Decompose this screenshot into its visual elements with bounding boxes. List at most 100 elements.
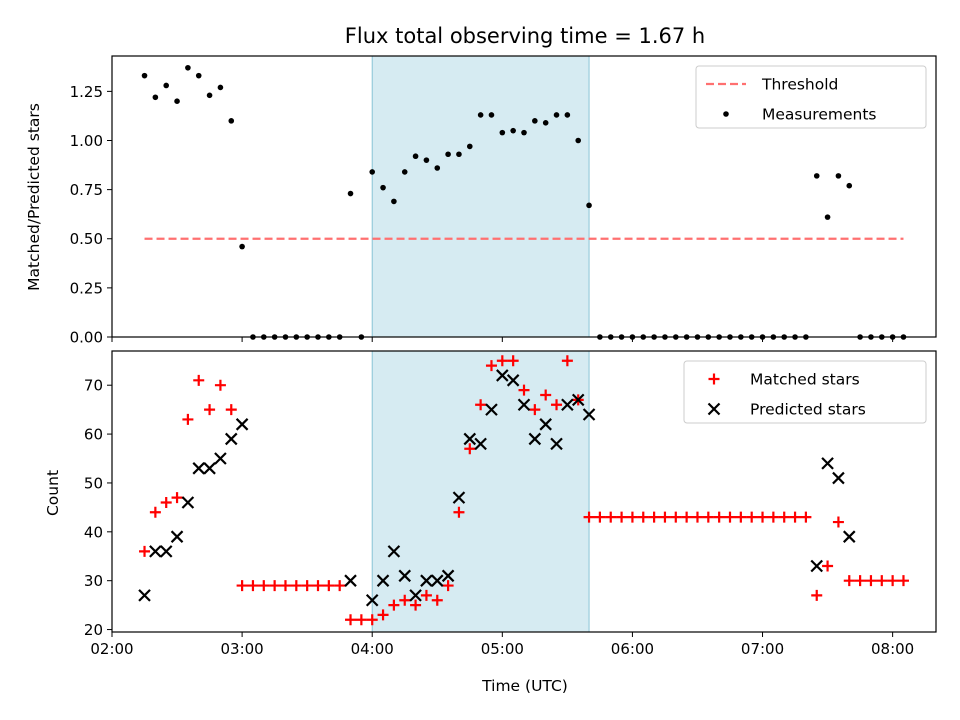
measurement-point — [141, 72, 148, 79]
matched-star-point — [897, 575, 909, 587]
x-tick-label: 02:00 — [90, 640, 133, 658]
matched-star-point — [345, 614, 357, 626]
matched-star-point — [366, 614, 378, 626]
predicted-star-point — [420, 574, 433, 587]
matched-star-point — [832, 516, 844, 528]
top-legend: Threshold Measurements — [695, 65, 927, 129]
matched-star-point — [540, 389, 552, 401]
matched-star-point — [312, 580, 324, 592]
matched-star-point — [279, 580, 291, 592]
measurement-point — [391, 198, 397, 205]
measurement-point — [423, 157, 430, 163]
predicted-star-point — [387, 545, 401, 558]
legend-label: Predicted stars — [750, 401, 866, 419]
matched-star-point — [225, 404, 237, 416]
measurement-point — [401, 169, 408, 175]
matched-star-point — [355, 614, 367, 626]
predicted-star-point — [203, 462, 216, 475]
matched-star-point — [258, 580, 270, 592]
measurement-point — [434, 165, 441, 171]
matched-star-point — [865, 575, 877, 587]
measurement-point — [163, 82, 170, 89]
predicted-star-point — [365, 593, 379, 607]
top-highlight-span — [371, 55, 590, 338]
bottom-axes: 02:00 03:00 04:00 05:00 06:00 07:00 08:00 20 30 4… — [44, 350, 937, 695]
matched-star-point — [507, 355, 519, 367]
predicted-star-point — [832, 471, 845, 485]
matched-star-point — [681, 511, 693, 523]
measurement-point — [380, 184, 386, 191]
matched-star-point — [583, 511, 595, 523]
predicted-star-point — [506, 374, 520, 387]
measurement-point — [347, 190, 354, 197]
y-tick-label: 30 — [84, 572, 103, 590]
measurement-point — [564, 112, 571, 118]
top-grid-ticks: 0.00 0.25 0.50 0.75 1.00 1.25 — [70, 83, 894, 347]
matched-star-point — [843, 575, 855, 587]
matched-star-point — [236, 580, 248, 592]
legend-box — [695, 65, 927, 129]
matched-star-point — [388, 599, 400, 611]
bottom-plot-frame — [111, 350, 937, 633]
matched-star-point — [637, 511, 649, 523]
matched-star-point — [691, 511, 703, 523]
predicted-star-point — [192, 462, 206, 475]
matched-star-point — [431, 594, 443, 606]
legend-label: Threshold — [761, 76, 838, 94]
top-plot-frame — [111, 55, 937, 338]
predicted-star-point — [214, 452, 227, 465]
predicted-star-point — [344, 574, 357, 587]
measurement-point — [195, 72, 202, 79]
predicted-star-point — [810, 559, 824, 573]
y-tick-label: 0.00 — [70, 329, 103, 347]
matched-star-point — [529, 404, 541, 416]
matched-star-point — [410, 599, 422, 611]
matched-star-point — [800, 511, 812, 523]
matched-star-point — [399, 594, 411, 606]
matched-star-point — [778, 511, 790, 523]
matched-star-point — [605, 511, 617, 523]
measurement-point — [499, 129, 506, 136]
predicted-star-point — [571, 393, 585, 407]
matched-star-point — [767, 511, 779, 523]
measurement-point — [185, 64, 191, 71]
matched-star-point — [616, 511, 628, 523]
matched-star-point — [789, 511, 801, 523]
measurement-point — [846, 182, 853, 189]
predicted-star-point — [528, 432, 542, 446]
matched-star-point — [334, 580, 346, 592]
measurement-point — [510, 127, 516, 134]
predicted-star-point — [441, 569, 455, 583]
top-measurement-points — [141, 64, 907, 340]
predicted-star-point — [181, 496, 195, 509]
predicted-star-point — [517, 398, 531, 412]
measurement-point — [586, 202, 592, 209]
predicted-star-point — [224, 432, 238, 446]
matched-star-point — [464, 443, 476, 455]
measurement-point — [488, 112, 495, 118]
matched-star-point — [323, 580, 335, 592]
x-tick-label: 06:00 — [611, 640, 654, 658]
x-tick-label: 05:00 — [481, 640, 524, 658]
matched-star-point — [713, 511, 725, 523]
predicted-star-point — [170, 530, 184, 543]
measurement-point — [206, 92, 213, 99]
predicted-star-point — [550, 437, 563, 451]
x-tick-label: 08:00 — [871, 640, 914, 658]
measurement-point — [477, 112, 484, 118]
matched-star-point — [171, 492, 183, 504]
predicted-star-point — [474, 437, 487, 451]
y-tick-label: 0.75 — [70, 181, 103, 199]
matched-star-point — [247, 580, 259, 592]
matched-star-point — [204, 404, 216, 416]
legend-label: Measurements — [762, 106, 877, 124]
y-tick-label: 40 — [84, 523, 103, 541]
matched-star-point — [301, 580, 313, 592]
predicted-star-point — [149, 545, 162, 558]
x-tick-label: 03:00 — [220, 640, 263, 658]
measurement-point — [152, 94, 159, 101]
bottom-points — [138, 355, 909, 626]
legend-box — [683, 360, 927, 424]
matched-star-point — [485, 360, 497, 372]
matched-star-point — [214, 379, 226, 391]
